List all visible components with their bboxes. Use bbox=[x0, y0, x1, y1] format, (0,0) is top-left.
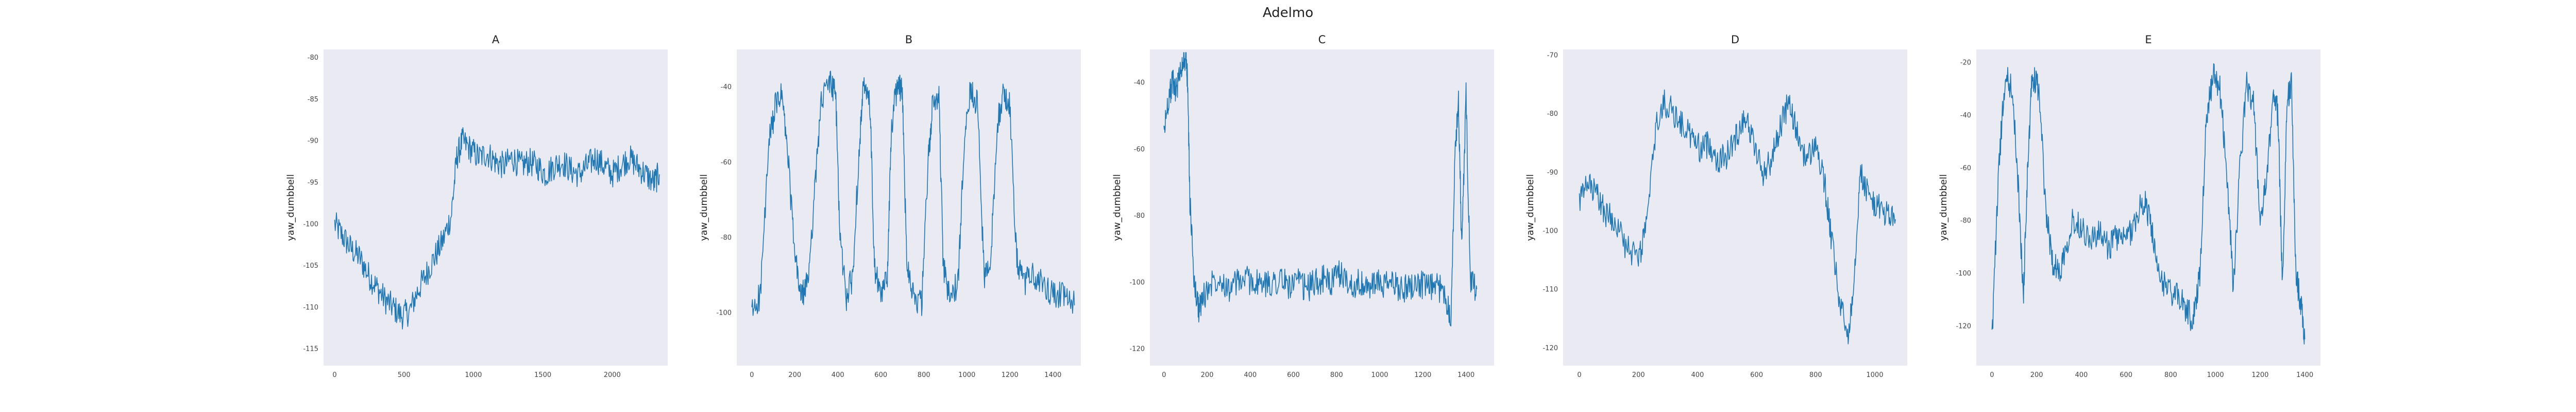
x-tick-label: 1400 bbox=[1458, 371, 1475, 379]
x-tick-label: 1400 bbox=[2296, 371, 2313, 379]
x-tick-label: 200 bbox=[2030, 371, 2043, 379]
series-line bbox=[1163, 52, 1478, 327]
y-tick-label: -120 bbox=[1129, 346, 1145, 353]
y-axis-label: yaw_dumbbell bbox=[699, 174, 709, 241]
x-tick-label: 200 bbox=[1201, 371, 1214, 379]
y-axis-label: yaw_dumbbell bbox=[1938, 174, 1949, 241]
y-tick-label: -60 bbox=[721, 159, 732, 166]
x-tick-label: 1000 bbox=[1866, 371, 1883, 379]
plot-area bbox=[1150, 49, 1494, 366]
y-tick-label: -20 bbox=[1960, 59, 1971, 67]
x-tick-label: 0 bbox=[1577, 371, 1581, 379]
series-line bbox=[334, 127, 660, 330]
y-tick-label: -100 bbox=[716, 310, 732, 317]
x-tick-label: 1200 bbox=[1002, 371, 1019, 379]
series-line bbox=[1991, 63, 2306, 345]
y-tick-label: -80 bbox=[1134, 212, 1145, 220]
x-tick-label: 200 bbox=[1632, 371, 1645, 379]
x-tick-label: 2000 bbox=[604, 371, 621, 379]
panel-title: E bbox=[2145, 33, 2151, 46]
y-tick-label: -40 bbox=[721, 83, 732, 91]
y-tick-label: -40 bbox=[1134, 79, 1145, 87]
y-tick-label: -100 bbox=[1956, 270, 1971, 278]
x-tick-label: 600 bbox=[1750, 371, 1763, 379]
x-tick-label: 1200 bbox=[2251, 371, 2268, 379]
y-tick-label: -95 bbox=[308, 179, 318, 187]
y-tick-label: -110 bbox=[1543, 286, 1558, 294]
y-tick-label: -100 bbox=[1543, 227, 1558, 235]
x-tick-label: 0 bbox=[332, 371, 336, 379]
y-tick-label: -80 bbox=[721, 234, 732, 242]
y-tick-label: -40 bbox=[1960, 112, 1971, 119]
x-tick-label: 800 bbox=[918, 371, 930, 379]
x-tick-label: 600 bbox=[2120, 371, 2132, 379]
series-line bbox=[751, 71, 1075, 316]
y-tick-label: -110 bbox=[303, 304, 318, 312]
plot-area bbox=[1563, 49, 1907, 366]
x-tick-label: 1200 bbox=[1414, 371, 1431, 379]
x-tick-label: 800 bbox=[1809, 371, 1822, 379]
series-line bbox=[1579, 89, 1896, 345]
y-tick-label: -100 bbox=[303, 220, 318, 228]
y-tick-label: -105 bbox=[303, 262, 318, 270]
figure-title: Adelmo bbox=[1262, 5, 1314, 21]
x-tick-label: 0 bbox=[750, 371, 754, 379]
x-tick-label: 600 bbox=[874, 371, 887, 379]
x-tick-label: 500 bbox=[398, 371, 411, 379]
y-tick-label: -80 bbox=[1547, 110, 1558, 118]
x-tick-label: 600 bbox=[1287, 371, 1300, 379]
x-tick-label: 1000 bbox=[2207, 371, 2224, 379]
y-tick-label: -120 bbox=[1543, 345, 1558, 352]
panel-title: D bbox=[1731, 33, 1739, 46]
y-tick-label: -60 bbox=[1134, 146, 1145, 153]
x-tick-label: 0 bbox=[1162, 371, 1166, 379]
panel-title: B bbox=[905, 33, 912, 46]
y-tick-label: -120 bbox=[1956, 322, 1971, 330]
y-tick-label: -85 bbox=[308, 96, 318, 104]
x-tick-label: 1400 bbox=[1044, 371, 1061, 379]
x-tick-label: 200 bbox=[788, 371, 801, 379]
y-axis-label: yaw_dumbbell bbox=[1112, 174, 1123, 241]
x-tick-label: 0 bbox=[1990, 371, 1994, 379]
y-tick-label: -90 bbox=[308, 138, 318, 145]
y-tick-label: -60 bbox=[1960, 164, 1971, 172]
y-tick-label: -115 bbox=[303, 346, 318, 353]
panel-title: A bbox=[492, 33, 500, 46]
panel-title: C bbox=[1318, 33, 1326, 46]
plot-area bbox=[324, 49, 668, 366]
x-tick-label: 1500 bbox=[534, 371, 551, 379]
x-tick-label: 400 bbox=[1244, 371, 1257, 379]
y-axis-label: yaw_dumbbell bbox=[285, 174, 296, 241]
y-tick-label: -100 bbox=[1129, 279, 1145, 286]
plot-area bbox=[737, 49, 1081, 366]
x-tick-label: 800 bbox=[2164, 371, 2177, 379]
x-tick-label: 400 bbox=[1691, 371, 1704, 379]
y-tick-label: -70 bbox=[1547, 52, 1558, 59]
y-tick-label: -80 bbox=[1960, 217, 1971, 225]
x-tick-label: 400 bbox=[832, 371, 844, 379]
x-tick-label: 400 bbox=[2075, 371, 2088, 379]
x-tick-label: 1000 bbox=[465, 371, 482, 379]
x-tick-label: 800 bbox=[1330, 371, 1343, 379]
y-axis-label: yaw_dumbbell bbox=[1525, 174, 1536, 241]
x-tick-label: 1000 bbox=[958, 371, 975, 379]
y-tick-label: -90 bbox=[1547, 169, 1558, 177]
y-tick-label: -80 bbox=[308, 54, 318, 62]
x-tick-label: 1000 bbox=[1371, 371, 1388, 379]
